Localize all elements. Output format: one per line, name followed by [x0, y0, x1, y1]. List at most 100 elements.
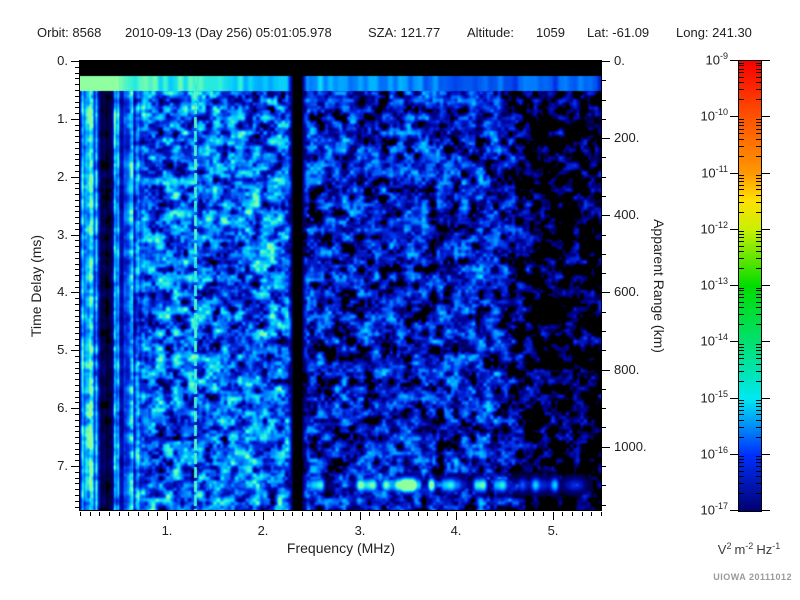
tick-mark	[756, 175, 761, 176]
tick-mark	[756, 493, 761, 494]
tick-mark	[602, 119, 606, 120]
tick-mark	[244, 512, 245, 516]
tick-mark	[75, 449, 79, 450]
tick-mark	[99, 512, 100, 516]
tick-mark	[739, 314, 744, 315]
tick-mark	[739, 241, 744, 242]
y-axis-right-title: Apparent Range (km)	[651, 219, 667, 353]
tick-mark	[756, 288, 761, 289]
tick-mark	[756, 72, 761, 73]
tick-mark	[756, 358, 761, 359]
tick-label: 10-9	[705, 51, 728, 68]
tick-mark	[756, 122, 761, 123]
tick-mark	[739, 122, 744, 123]
tick-mark	[602, 292, 610, 293]
tick-label: 800.	[614, 362, 640, 377]
tick-mark	[739, 459, 744, 460]
tick-mark	[756, 414, 761, 415]
tick-mark	[756, 483, 761, 484]
tick-mark	[75, 159, 79, 160]
tick-mark	[762, 454, 770, 455]
tick-mark	[739, 181, 744, 182]
tick-mark	[602, 157, 606, 158]
tick-mark	[543, 512, 544, 516]
tick-mark	[71, 235, 79, 236]
tick-mark	[109, 512, 110, 516]
tick-mark	[75, 420, 79, 421]
tick-mark	[75, 478, 79, 479]
tick-mark	[756, 195, 761, 196]
tick-mark	[739, 202, 744, 203]
tick-mark	[756, 178, 761, 179]
tick-mark	[739, 302, 744, 303]
tick-label: 10-17	[700, 501, 728, 518]
tick-mark	[176, 512, 177, 516]
tick-mark	[756, 371, 761, 372]
tick-mark	[167, 512, 168, 520]
tick-mark	[756, 77, 761, 78]
tick-mark	[756, 427, 761, 428]
tick-label: 0.	[614, 53, 625, 68]
tick-mark	[762, 173, 770, 174]
tick-mark	[756, 354, 761, 355]
tick-mark	[756, 156, 761, 157]
tick-mark	[75, 501, 79, 502]
tick-mark	[427, 512, 428, 516]
tick-mark	[254, 512, 255, 516]
tick-mark	[90, 512, 91, 516]
tick-mark	[75, 148, 79, 149]
tick-mark	[739, 476, 744, 477]
tick-mark	[71, 61, 79, 62]
tick-mark	[739, 237, 744, 238]
tick-mark	[75, 333, 79, 334]
tick-mark	[756, 129, 761, 130]
tick-mark	[75, 194, 79, 195]
tick-mark	[283, 512, 284, 516]
tick-mark	[756, 246, 761, 247]
tick-mark	[75, 431, 79, 432]
tick-mark	[466, 512, 467, 516]
tick-mark	[756, 350, 761, 351]
tick-mark	[75, 78, 79, 79]
tick-mark	[756, 410, 761, 411]
tick-label: 0.	[57, 53, 68, 68]
tick-mark	[75, 327, 79, 328]
tick-mark	[75, 107, 79, 108]
tick-mark	[379, 512, 380, 516]
tick-mark	[602, 370, 610, 371]
tick-mark	[591, 512, 592, 516]
tick-mark	[739, 483, 744, 484]
tick-mark	[739, 344, 744, 345]
tick-mark	[756, 82, 761, 83]
tick-mark	[75, 264, 79, 265]
tick-label: 3.	[354, 523, 366, 538]
tick-mark	[292, 512, 293, 516]
tick-mark	[350, 512, 351, 516]
tick-mark	[739, 77, 744, 78]
tick-label: 1000.	[614, 439, 647, 454]
tick-mark	[739, 294, 744, 295]
tick-mark	[75, 443, 79, 444]
tick-mark	[730, 60, 738, 61]
tick-mark	[75, 223, 79, 224]
tick-mark	[75, 90, 79, 91]
tick-label: 10-10	[700, 107, 728, 124]
tick-mark	[75, 507, 79, 508]
tick-mark	[75, 397, 79, 398]
tick-mark	[756, 314, 761, 315]
tick-mark	[418, 512, 419, 516]
sza-label: SZA: 121.77	[368, 25, 441, 40]
tick-mark	[739, 400, 744, 401]
plot-frame	[79, 60, 602, 511]
tick-mark	[119, 512, 120, 516]
tick-mark	[263, 512, 264, 520]
tick-mark	[756, 146, 761, 147]
tick-label: 600.	[614, 284, 640, 299]
tick-mark	[75, 379, 79, 380]
tick-mark	[75, 252, 79, 253]
tick-mark	[75, 356, 79, 357]
tick-label: 10-13	[700, 276, 728, 293]
tick-mark	[756, 347, 761, 348]
tick-mark	[756, 462, 761, 463]
tick-mark	[756, 476, 761, 477]
